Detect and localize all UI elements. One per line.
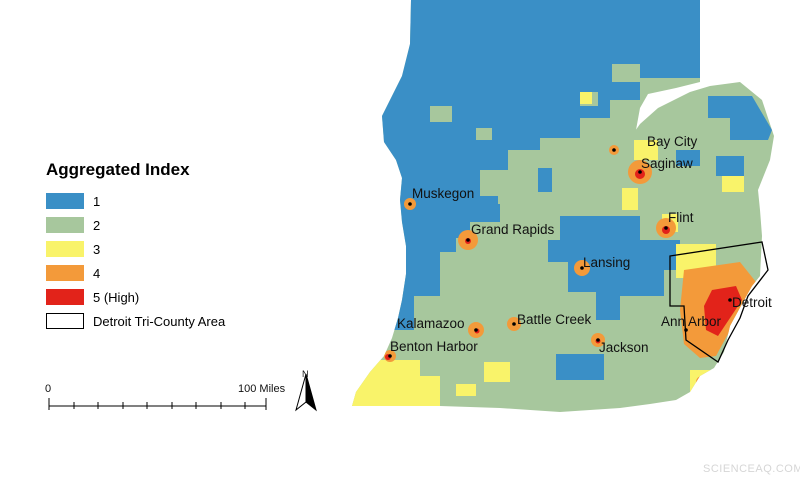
scale-start-label: 0 xyxy=(45,383,51,395)
region-south xyxy=(556,354,604,380)
city-label: Kalamazoo xyxy=(397,316,465,331)
legend-item: Detroit Tri-County Area xyxy=(46,309,225,333)
cluster-saginaw-core xyxy=(635,169,645,179)
cluster-flint-core xyxy=(662,226,670,234)
city-label: Lansing xyxy=(583,255,630,270)
patch xyxy=(634,140,658,160)
city-label: Flint xyxy=(668,210,694,225)
city-dot xyxy=(664,226,668,230)
patch xyxy=(612,64,640,82)
city-label: Saginaw xyxy=(641,156,693,171)
city-dot xyxy=(684,328,688,332)
legend-item: 1 xyxy=(46,189,225,213)
watermark: SCIENCEAQ.COM xyxy=(703,463,800,475)
patch xyxy=(690,370,720,404)
legend-label: 2 xyxy=(93,217,101,233)
region-mid xyxy=(538,168,552,192)
city-label: Grand Rapids xyxy=(471,222,555,237)
city-label: Bay City xyxy=(647,134,698,149)
legend-swatch xyxy=(46,193,84,209)
detroit-tri-county-outline xyxy=(669,241,769,363)
city-dot xyxy=(512,322,516,326)
city-dot xyxy=(580,266,584,270)
legend-swatch xyxy=(46,217,84,233)
city-label: Ann Arbor xyxy=(661,314,722,329)
region-thumb xyxy=(708,96,772,140)
legend-label: 1 xyxy=(93,193,101,209)
legend: Aggregated Index 1 2 3 4 5 (High) Detroi… xyxy=(46,160,225,333)
legend-item: 5 (High) xyxy=(46,285,225,309)
region-southwest xyxy=(352,360,440,410)
city-dot xyxy=(408,202,412,206)
city-label: Benton Harbor xyxy=(390,339,478,354)
city-dot xyxy=(596,338,600,342)
north-label: N xyxy=(302,369,309,379)
region-patch-a xyxy=(676,150,700,166)
index-2-patches xyxy=(430,64,640,254)
city-dot xyxy=(612,148,616,152)
scale-bar xyxy=(48,398,267,410)
legend-title: Aggregated Index xyxy=(46,160,190,179)
legend-label: 4 xyxy=(93,265,101,281)
legend-label: 5 (High) xyxy=(93,289,140,305)
legend-swatch xyxy=(46,289,84,305)
city-dot xyxy=(638,170,642,174)
city-label: Detroit xyxy=(732,295,772,310)
lower-peninsula xyxy=(352,0,774,412)
city-dot xyxy=(466,238,470,242)
patch xyxy=(430,106,452,122)
cluster-monroe xyxy=(696,376,708,388)
patch xyxy=(498,184,516,204)
patch xyxy=(476,128,492,140)
legend-item: 2 xyxy=(46,213,225,237)
legend-swatch xyxy=(46,313,84,329)
north-arrow-icon xyxy=(295,373,317,412)
legend-swatch xyxy=(46,265,84,281)
city-dot xyxy=(728,298,732,302)
region-east xyxy=(716,156,744,176)
scale-end-label: 100 Miles xyxy=(238,383,286,395)
legend-item: 4 xyxy=(46,261,225,285)
city-label: Muskegon xyxy=(412,186,474,201)
patch xyxy=(456,384,476,396)
legend-label: 3 xyxy=(93,241,101,257)
region-detroit-core xyxy=(704,286,742,336)
legend-swatch xyxy=(46,241,84,257)
city-dots xyxy=(388,148,732,358)
patch xyxy=(722,176,744,192)
city-label: Jackson xyxy=(599,340,649,355)
region-central xyxy=(548,216,680,320)
city-labels: Bay City Saginaw Muskegon Grand Rapids F… xyxy=(390,134,772,355)
patch xyxy=(484,362,510,382)
legend-item: 3 xyxy=(46,237,225,261)
legend-label: Detroit Tri-County Area xyxy=(93,313,226,329)
city-label: Battle Creek xyxy=(517,312,592,327)
patch xyxy=(600,120,618,134)
city-dot xyxy=(388,354,392,358)
city-dot xyxy=(474,328,478,332)
patch xyxy=(622,188,638,210)
patch xyxy=(580,92,592,104)
